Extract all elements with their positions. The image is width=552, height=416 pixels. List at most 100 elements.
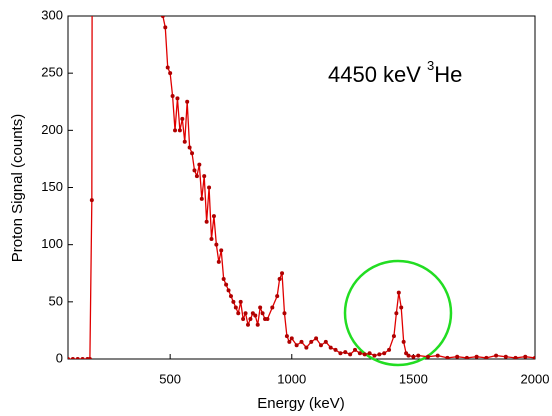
data-point [494,353,499,358]
data-point [401,339,406,344]
data-point [89,198,94,203]
data-point [187,145,192,150]
data-point [241,316,246,321]
data-point [353,347,358,352]
data-point [190,151,195,156]
data-point [382,351,387,356]
plot-area [68,16,535,359]
data-point [328,345,333,350]
data-point [214,242,219,247]
data-point [204,219,209,224]
data-point [387,347,392,352]
data-point [165,65,170,70]
data-point [533,355,535,359]
data-point [377,352,382,357]
y-axis-title: Proton Signal (counts) [9,114,26,262]
data-point [258,305,263,310]
data-point [216,259,221,264]
data-point [194,174,199,179]
data-point [362,352,367,357]
data-point [435,353,440,358]
data-point [445,355,450,359]
data-point [503,354,508,359]
data-point [323,339,328,344]
data-point [287,339,292,344]
x-tick-label: 2000 [521,371,550,386]
data-point [87,357,92,359]
data-point [177,128,182,133]
data-point [231,299,236,304]
y-tick-label: 50 [49,293,63,308]
data-point [289,336,294,341]
data-point [221,276,226,281]
data-point [197,162,202,167]
data-point [243,311,248,316]
data-point [416,353,421,358]
annotation-superscript: 3 [427,58,434,73]
data-point [265,316,270,321]
data-point [314,336,319,341]
data-point [160,16,165,18]
data-point [255,322,260,327]
x-tick-label: 1500 [399,371,428,386]
data-point [294,343,299,348]
data-point [202,174,207,179]
data-point [343,350,348,355]
data-point [245,322,250,327]
data-point [338,351,343,356]
data-point [170,94,175,99]
data-point [309,339,314,344]
data-point [299,339,304,344]
data-point [75,357,80,359]
data-point [282,311,287,316]
data-point [484,355,489,359]
data-point [260,311,265,316]
data-point [226,288,231,293]
annotation-text: 4450 keV [328,62,421,87]
data-point [180,116,185,121]
data-point [224,282,229,287]
data-point [209,236,214,241]
data-point [163,25,168,30]
data-point [168,71,173,76]
data-point [199,196,204,201]
data-point [464,355,469,359]
data-point [513,355,518,359]
data-point [396,290,401,295]
data-point [211,214,216,219]
data-point [236,311,241,316]
y-tick-label: 0 [56,350,63,365]
data-point [175,96,180,101]
y-tick-label: 100 [41,236,63,251]
data-point [318,343,323,348]
data-point [455,354,460,359]
data-point [372,353,377,358]
highlight-circle [343,259,453,367]
data-point [411,354,416,359]
data-point [523,354,528,359]
data-point [474,354,479,359]
data-point [284,334,289,339]
data-point [275,294,280,299]
data-point [425,354,430,359]
y-tick-label: 250 [41,65,63,80]
data-point [253,313,258,318]
x-axis-title: Energy (keV) [257,395,345,412]
data-point [406,353,411,358]
x-tick-label: 1000 [277,371,306,386]
data-point [80,357,85,359]
data-point [391,334,396,339]
data-point [182,139,187,144]
data-point [348,352,353,357]
plot-frame [67,15,536,360]
y-tick-label: 300 [41,7,63,22]
data-point [277,276,282,281]
annotation: 4450 keV 3He [328,58,462,86]
data-point [173,128,178,133]
data-point [238,299,243,304]
data-point [399,305,404,310]
data-point [280,271,285,276]
data-point [185,99,190,104]
data-point [192,168,197,173]
